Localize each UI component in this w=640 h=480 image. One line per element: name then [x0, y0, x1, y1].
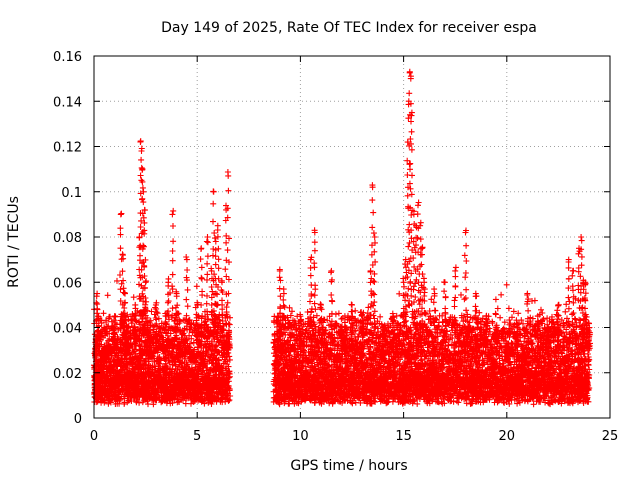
- x-tick-label: 25: [602, 429, 619, 444]
- y-tick-label: 0.02: [53, 367, 82, 382]
- y-tick-label: 0.1: [61, 186, 82, 201]
- x-tick-label: 5: [193, 429, 201, 444]
- y-tick-label: 0.12: [53, 141, 82, 156]
- chart-title: Day 149 of 2025, Rate Of TEC Index for r…: [161, 20, 537, 36]
- x-axis-label: GPS time / hours: [290, 458, 407, 474]
- y-tick-label: 0.14: [53, 95, 82, 110]
- grid-lines: [94, 56, 610, 418]
- y-axis-label: ROTI / TECUs: [6, 196, 22, 288]
- y-tick-label: 0.08: [53, 231, 82, 246]
- y-tick-label: 0.06: [53, 276, 82, 291]
- x-tick-label: 20: [499, 429, 516, 444]
- data-points: [91, 68, 593, 408]
- y-tick-label: 0.04: [53, 322, 82, 337]
- y-tick-label: 0.16: [53, 50, 82, 65]
- roti-points: [91, 68, 593, 408]
- x-tick-label: 0: [90, 429, 98, 444]
- y-tick-label: 0: [74, 412, 82, 427]
- x-tick-label: 10: [292, 429, 309, 444]
- axis-ticks: 0 5 10 15 20 25 0 0.02 0.04 0.06 0.08 0.1 0.12 0.14 0.…: [53, 50, 618, 444]
- x-tick-label: 15: [395, 429, 412, 444]
